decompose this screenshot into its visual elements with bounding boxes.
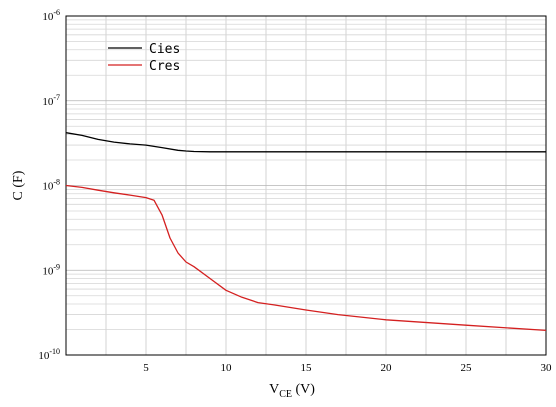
y-tick-exponent: -6 — [53, 8, 60, 17]
legend-label-cres: Cres — [149, 59, 180, 74]
series-line-cies — [65, 132, 546, 153]
y-tick-exponent: -8 — [53, 178, 60, 187]
y-tick-base: 10 — [38, 350, 50, 362]
grid — [66, 16, 546, 355]
y-tick-exponent: -10 — [49, 347, 60, 356]
x-tick-label: 15 — [301, 362, 313, 374]
y-tick-base: 10 — [42, 181, 54, 193]
y-tick-label: 10-10 — [38, 347, 60, 362]
x-tick-label: 25 — [461, 362, 473, 374]
x-tick-label: 5 — [143, 362, 149, 374]
series-line-cres — [65, 184, 547, 332]
x-tick-label: 20 — [381, 362, 393, 374]
x-axis-title: VCE (V) — [269, 382, 315, 400]
y-tick-exponent: -7 — [53, 93, 60, 102]
y-axis-title: C (F) — [11, 170, 26, 200]
x-axis-ticks: 5 10 15 20 25 30 — [143, 362, 552, 374]
y-tick-label: 10-6 — [42, 8, 60, 23]
y-tick-label: 10-9 — [42, 262, 60, 277]
y-tick-base: 10 — [42, 265, 54, 277]
y-tick-base: 10 — [42, 96, 54, 108]
legend: Cies Cres — [108, 42, 180, 74]
x-axis-title-main: V — [269, 382, 279, 397]
legend-label-cies: Cies — [149, 42, 180, 57]
x-axis-title-tail: (V) — [292, 382, 315, 397]
y-axis-ticks: 10-610-710-810-910-10 — [38, 8, 60, 362]
y-tick-exponent: -9 — [53, 262, 60, 271]
x-axis-title-sub: CE — [279, 389, 292, 400]
y-tick-label: 10-8 — [42, 178, 60, 193]
x-tick-label: 30 — [541, 362, 553, 374]
y-tick-label: 10-7 — [42, 93, 60, 108]
series-layer — [65, 132, 547, 332]
y-tick-base: 10 — [42, 11, 54, 23]
x-tick-label: 10 — [221, 362, 233, 374]
